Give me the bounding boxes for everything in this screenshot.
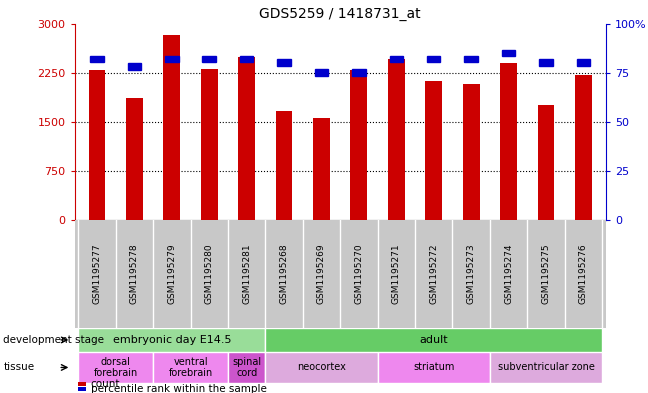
- Bar: [90, 55, 104, 62]
- Text: development stage: development stage: [3, 335, 104, 345]
- Text: GSM1195272: GSM1195272: [429, 244, 438, 304]
- Bar: [128, 63, 141, 70]
- Text: tissue: tissue: [3, 362, 34, 373]
- Text: GSM1195271: GSM1195271: [392, 244, 401, 305]
- Text: GSM1195280: GSM1195280: [205, 244, 214, 305]
- Bar: [266, 328, 602, 352]
- Bar: [502, 50, 515, 57]
- Text: GSM1195277: GSM1195277: [93, 244, 102, 305]
- Text: GSM1195273: GSM1195273: [467, 244, 476, 305]
- Text: neocortex: neocortex: [297, 362, 346, 373]
- Bar: [266, 352, 378, 383]
- Text: striatum: striatum: [413, 362, 454, 373]
- Text: embryonic day E14.5: embryonic day E14.5: [113, 335, 231, 345]
- Text: adult: adult: [419, 335, 448, 345]
- Bar: [228, 352, 266, 383]
- Bar: [238, 57, 255, 220]
- Bar: [275, 111, 292, 220]
- Text: GSM1195276: GSM1195276: [579, 244, 588, 305]
- Bar: [78, 328, 266, 352]
- Bar: [575, 75, 592, 220]
- Title: GDS5259 / 1418731_at: GDS5259 / 1418731_at: [259, 7, 421, 21]
- Bar: [378, 352, 490, 383]
- Text: percentile rank within the sample: percentile rank within the sample: [91, 384, 266, 393]
- Bar: [315, 69, 329, 76]
- Bar: [75, 220, 606, 328]
- Bar: [427, 55, 441, 62]
- Text: spinal
cord: spinal cord: [232, 357, 261, 378]
- Bar: [539, 59, 553, 66]
- Text: GSM1195269: GSM1195269: [317, 244, 326, 305]
- Bar: [313, 118, 330, 220]
- Text: GSM1195281: GSM1195281: [242, 244, 251, 305]
- Bar: [351, 70, 367, 220]
- Bar: [89, 70, 106, 220]
- Text: GSM1195270: GSM1195270: [354, 244, 364, 305]
- Bar: [465, 55, 478, 62]
- Text: GSM1195278: GSM1195278: [130, 244, 139, 305]
- Bar: [352, 69, 365, 76]
- Text: count: count: [91, 379, 121, 389]
- Bar: [165, 55, 179, 62]
- Bar: [463, 84, 480, 220]
- Text: dorsal
forebrain: dorsal forebrain: [93, 357, 138, 378]
- Bar: [277, 59, 291, 66]
- Bar: [388, 59, 405, 220]
- Bar: [500, 63, 517, 220]
- Text: ventral
forebrain: ventral forebrain: [168, 357, 213, 378]
- Bar: [153, 352, 228, 383]
- Bar: [163, 35, 180, 220]
- Text: GSM1195275: GSM1195275: [542, 244, 551, 305]
- Bar: [201, 69, 218, 220]
- Text: subventricular zone: subventricular zone: [498, 362, 594, 373]
- Bar: [78, 387, 86, 391]
- Bar: [78, 382, 86, 386]
- Bar: [126, 97, 143, 220]
- Text: GSM1195268: GSM1195268: [279, 244, 288, 305]
- Text: GSM1195274: GSM1195274: [504, 244, 513, 304]
- Bar: [577, 59, 590, 66]
- Bar: [78, 352, 153, 383]
- Bar: [425, 81, 442, 220]
- Bar: [490, 352, 602, 383]
- Bar: [538, 105, 555, 220]
- Text: GSM1195279: GSM1195279: [167, 244, 176, 305]
- Bar: [389, 55, 403, 62]
- Bar: [240, 55, 253, 62]
- Bar: [202, 55, 216, 62]
